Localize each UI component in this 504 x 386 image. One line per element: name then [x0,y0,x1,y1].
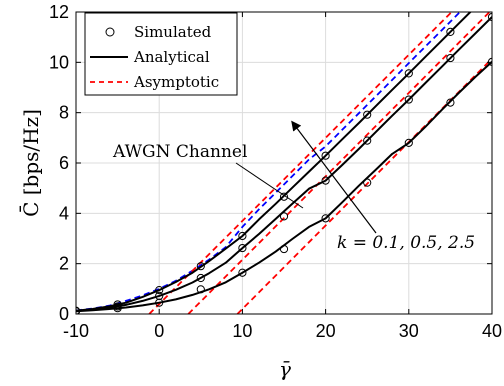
simulated-point-k-2.5 [446,27,455,36]
annotation-awgn-leader [235,162,304,209]
grid [75,11,493,315]
simulated-point-k-0.1 [446,98,455,107]
legend-label-analytical: Analytical [133,48,210,66]
simulated-point-k-0.1 [196,285,205,294]
simulated-point-k-0.1 [238,268,247,277]
y-axis-label: C̄ [bps/Hz] [18,109,43,217]
simulated-point-k-2.5 [321,151,330,160]
y-tick-label: 2 [59,254,69,274]
y-tick-label: 12 [49,2,69,22]
x-tick-label: -10 [63,321,89,341]
simulated-point-k-0.5 [196,273,205,283]
simulated-point-k-0.5 [321,176,330,185]
x-tick-label: 20 [316,321,336,341]
simulated-point-k-2.5 [404,69,413,78]
legend-item-simulated: Simulated [105,23,212,41]
annotation-k-arrow [291,120,377,234]
asymptotic-line-k-2.5 [148,12,453,314]
legend: Simulated Analytical Asymptotic [84,12,238,96]
x-tick-label: 40 [482,321,502,341]
simulated-point-k-0.5 [404,95,413,104]
legend-item-analytical: Analytical [90,48,210,66]
annotation-awgn-channel: AWGN Channel [112,142,247,162]
y-tick-label: 8 [59,103,69,123]
simulated-point-k-0.1 [404,138,413,147]
simulated-point-k-0.1 [113,304,122,313]
legend-label-simulated: Simulated [134,23,212,41]
annotation-k-values: k = 0.1, 0.5, 2.5 [337,233,475,253]
simulated-point-k-0.5 [363,136,372,145]
awgn-channel-line [76,12,462,312]
simulated-point-k-0.5 [279,212,289,221]
simulated-point-k-2.5 [113,300,122,309]
x-tick-label: 0 [154,321,164,341]
simulated-point-k-2.5 [238,231,247,241]
y-tick-label: 6 [59,153,69,173]
legend-label-asymptotic: Asymptotic [133,73,219,91]
simulated-point-k-2.5 [279,192,289,201]
asymptotic-line-k-0.5 [187,12,491,314]
simulated-point-k-0.1 [279,244,289,254]
simulated-point-k-0.5 [446,53,455,63]
simulated-point-k-0.1 [321,214,330,223]
x-tick-label: 10 [232,321,252,341]
y-tick-label: 4 [59,203,69,223]
legend-item-asymptotic: Asymptotic [90,73,219,91]
x-tick-label: 30 [399,321,419,341]
y-tick-label: 10 [49,52,69,72]
simulated-point-k-0.1 [363,178,372,187]
legend-marker-circle [105,27,115,37]
simulated-point-k-0.5 [238,243,247,253]
simulated-point-k-2.5 [155,285,164,295]
y-tick-label: 0 [59,304,69,324]
simulated-point-k-0.1 [155,298,164,307]
simulated-point-k-2.5 [196,262,205,271]
analytical-line-k-0.5 [76,16,492,312]
x-axis-label: γ̄ [279,357,291,381]
simulated-point-k-2.5 [363,110,372,119]
